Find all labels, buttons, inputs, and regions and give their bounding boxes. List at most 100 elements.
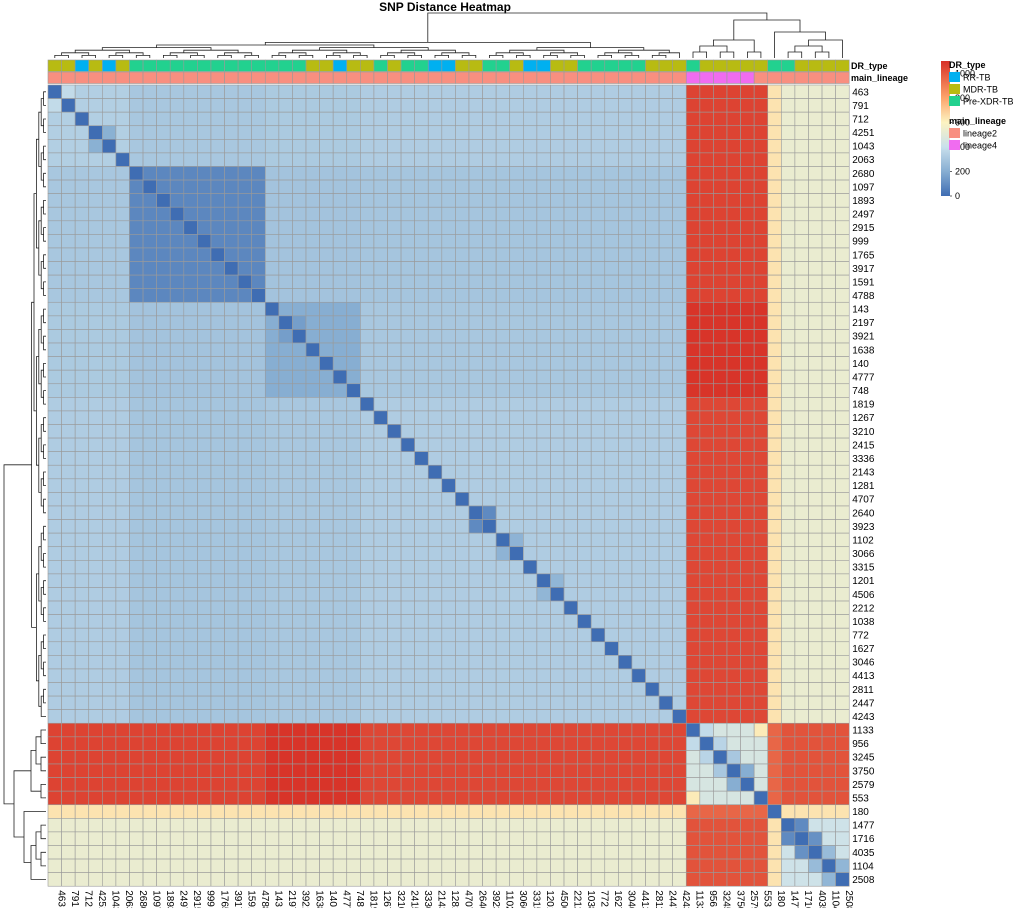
column-label: 1765 [218,890,229,908]
heatmap-cell [672,872,687,887]
heatmap-cell [427,641,443,656]
dendrogram-branch [719,51,735,58]
heatmap-cell [319,247,334,262]
heatmap-cell [563,831,578,846]
heatmap-cell [156,261,171,276]
heatmap-cell [509,546,524,561]
heatmap-cell [455,492,470,507]
heatmap-cell [590,587,606,602]
row-label: 4251 [852,128,875,139]
heatmap-cell [387,627,402,643]
heatmap-cell [197,668,212,683]
heatmap-cell [753,559,769,575]
heatmap-cell [292,342,307,357]
heatmap-cell [400,329,415,344]
heatmap-cell [468,383,483,398]
row-label: 748 [852,386,869,397]
heatmap-cell [468,424,483,439]
heatmap-cell [713,858,728,873]
heatmap-cell [61,614,76,629]
heatmap-cell [604,682,619,697]
heatmap-cell [563,872,578,887]
heatmap-cell [292,451,307,466]
heatmap-cell [102,831,117,846]
column-label: 1038 [585,890,596,908]
row-label: 4035 [852,848,875,859]
annotation-cell-main-lineage [658,71,673,84]
heatmap-cell [441,573,456,588]
heatmap-cell [47,125,62,140]
heatmap-cell [522,342,538,357]
heatmap-cell [441,247,456,262]
annotation-cell-main-lineage [373,71,388,84]
heatmap-cell [482,261,497,276]
heatmap-cell [305,614,320,629]
heatmap-cell [455,804,470,819]
heatmap-cell [210,573,225,588]
heatmap-cell [264,261,280,276]
heatmap-cell [251,505,266,520]
heatmap-cell [278,777,293,792]
heatmap-cell [88,193,103,208]
heatmap-cell [699,668,714,683]
heatmap-cell [495,682,511,697]
heatmap-cell [441,587,456,602]
heatmap-cell [821,818,836,833]
heatmap-cell [251,464,266,480]
heatmap-cell [658,587,673,602]
heatmap-cell [292,777,307,792]
heatmap-cell [753,722,769,738]
annotation-cell-dr-type [699,59,714,72]
heatmap-cell [142,356,157,371]
heatmap-cell [713,641,728,656]
heatmap-cell [753,261,769,276]
heatmap-cell [618,139,633,154]
heatmap-cell [400,722,415,738]
heatmap-cell [183,397,198,412]
heatmap-cell [645,492,660,507]
heatmap-cell [455,234,470,249]
heatmap-cell [47,301,62,317]
heatmap-cell [129,763,144,778]
heatmap-cell [631,383,646,398]
heatmap-cell [142,519,157,534]
heatmap-cell [713,383,728,398]
heatmap-cell [278,492,293,507]
heatmap-cell [713,451,728,466]
heatmap-cell [808,655,823,670]
heatmap-cell [129,818,144,833]
heatmap-cell [332,682,348,697]
heatmap-cell [455,464,470,480]
heatmap-cell [427,247,443,262]
heatmap-cell [47,492,62,507]
heatmap-cell [658,111,673,127]
heatmap-cell [74,872,90,887]
heatmap-cell [183,655,198,670]
heatmap-cell [237,274,252,289]
heatmap-cell [360,424,375,439]
heatmap-cell [672,342,687,357]
heatmap-cell [821,709,836,724]
heatmap-cell [427,234,443,249]
heatmap-cell [631,464,646,480]
heatmap-cell [835,682,850,697]
heatmap-cell [631,437,646,452]
heatmap-cell [414,383,429,398]
heatmap-cell [835,274,850,289]
heatmap-cell [74,546,90,561]
heatmap-cell [699,356,714,371]
heatmap-cell [835,342,850,357]
heatmap-cell [142,98,157,113]
heatmap-cell [618,478,633,493]
heatmap-cell [156,139,171,154]
heatmap-cell [373,424,388,439]
heatmap-cell [536,301,551,317]
heatmap-cell [264,220,280,235]
heatmap-cell [319,709,334,724]
heatmap-cell [808,274,823,289]
heatmap-cell [794,84,809,99]
heatmap-cell [685,98,701,113]
heatmap-cell [550,220,565,235]
heatmap-cell [427,193,443,208]
heatmap-cell [373,695,388,710]
